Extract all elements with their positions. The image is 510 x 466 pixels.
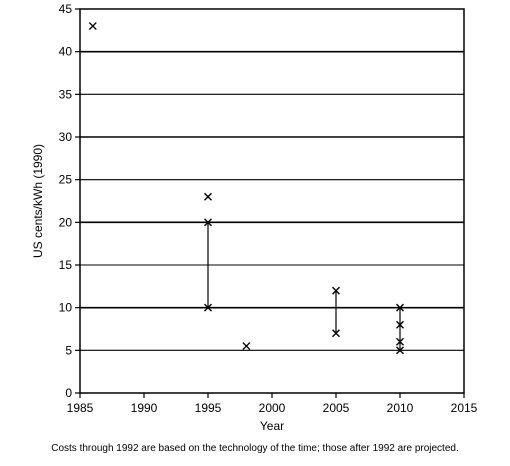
data-point [204, 192, 212, 201]
y-tick-label: 30 [59, 130, 73, 144]
data-point [396, 303, 404, 312]
x-tick-label: 1985 [67, 401, 94, 415]
x-tick-label: 2005 [323, 401, 350, 415]
data-point [396, 346, 404, 355]
x-axis-label: Year [260, 419, 284, 433]
chart-caption: Costs through 1992 are based on the tech… [51, 443, 459, 454]
data-point [242, 342, 251, 351]
y-tick-label: 10 [59, 301, 73, 315]
x-tick-label: 2010 [387, 401, 414, 415]
data-point [396, 320, 404, 329]
y-tick-label: 5 [65, 343, 72, 357]
y-tick-label: 45 [59, 2, 73, 16]
x-tick-label: 1990 [131, 401, 158, 415]
data-point [332, 329, 340, 338]
y-axis-label: US cents/kWh (1990) [31, 144, 45, 258]
data-point [204, 303, 212, 312]
gridlines [80, 50, 464, 351]
data-point [204, 218, 212, 227]
x-tick-label: 2000 [259, 401, 286, 415]
y-tick-label: 0 [65, 386, 72, 400]
x-tick-label: 2015 [451, 401, 478, 415]
y-axis: 0 5 10 15 20 25 30 35 40 45 [59, 2, 80, 400]
range-lines [207, 222, 401, 351]
y-tick-label: 25 [59, 173, 73, 187]
y-tick-label: 20 [59, 215, 73, 229]
data-point [396, 337, 404, 346]
x-axis: 1985 1990 1995 2000 2005 2010 2015 [67, 393, 478, 415]
data-points [88, 22, 404, 355]
chart: 1985 1990 1995 2000 2005 2010 2015 0 5 10 15 20 25 3… [31, 2, 478, 433]
data-point [88, 22, 97, 31]
y-tick-label: 15 [59, 258, 73, 272]
x-tick-label: 1995 [195, 401, 222, 415]
data-point [332, 286, 340, 295]
y-tick-label: 40 [59, 45, 73, 59]
y-tick-label: 35 [59, 87, 73, 101]
plot-frame [79, 8, 465, 394]
